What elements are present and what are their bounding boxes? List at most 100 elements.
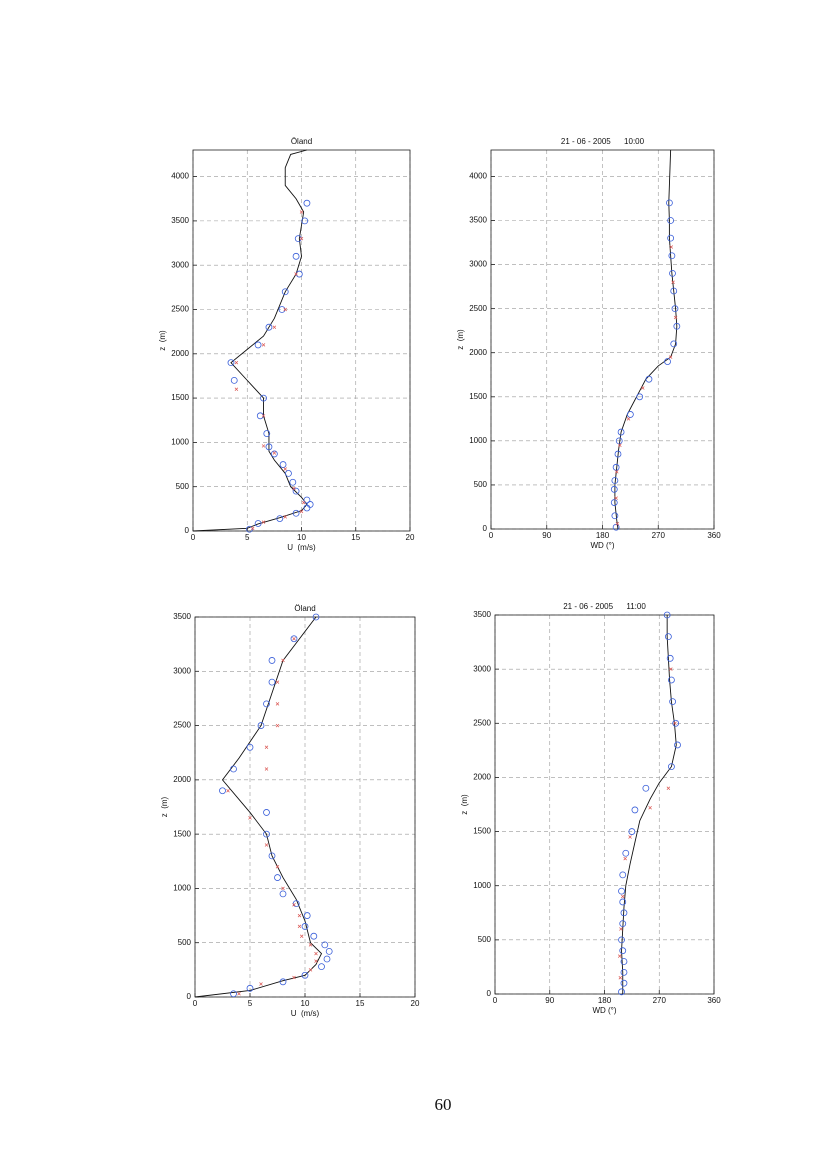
circle-marker (260, 394, 267, 402)
cross-marker (234, 360, 239, 365)
cross-marker (283, 515, 287, 519)
circle-marker (669, 269, 676, 277)
circle-marker (312, 613, 320, 621)
circle-marker (618, 887, 625, 895)
x-tick-label: 10 (297, 533, 306, 542)
cross-marker (314, 951, 318, 956)
cross-marker (264, 745, 269, 750)
circle-marker (668, 763, 675, 770)
circle-marker (664, 633, 672, 641)
circle-marker (290, 635, 298, 643)
chart-title: Öland (294, 604, 315, 613)
cross-marker (250, 526, 255, 531)
circle-marker (670, 287, 678, 295)
x-tick-label: 360 (707, 996, 721, 1005)
y-tick-label: 1500 (173, 829, 191, 838)
circle-marker (620, 958, 628, 965)
cross-marker (264, 767, 269, 771)
circle-marker (631, 806, 639, 814)
circle-marker (303, 199, 311, 207)
y-tick-label: 1500 (473, 827, 491, 836)
circle-marker (619, 947, 627, 955)
circle-marker (268, 678, 276, 686)
cross-marker (308, 943, 313, 947)
circle-marker (254, 520, 262, 527)
y-axis-label: z (m) (456, 329, 465, 350)
cross-marker (281, 886, 285, 891)
cross-marker (261, 520, 266, 524)
cross-marker (272, 325, 277, 329)
cross-marker (666, 786, 671, 791)
y-tick-label: 3000 (171, 260, 189, 269)
plot-frame (194, 616, 416, 998)
circle-marker (263, 809, 270, 816)
cross-marker (275, 864, 280, 869)
circle-marker (325, 948, 333, 955)
circle-marker (620, 909, 628, 917)
cross-marker (226, 788, 230, 793)
cross-marker (281, 658, 285, 663)
circle-marker (642, 784, 650, 792)
circle-marker (285, 470, 292, 477)
cross-marker (261, 343, 266, 347)
y-tick-label: 1000 (469, 436, 487, 445)
x-tick-label: 90 (545, 996, 554, 1005)
x-tick-label: 270 (652, 531, 666, 540)
cross-marker (292, 636, 296, 641)
circle-marker (263, 830, 270, 838)
cross-marker (614, 496, 618, 500)
circle-marker (230, 990, 237, 998)
x-tick-label: 180 (596, 531, 610, 540)
cross-marker (626, 417, 631, 421)
x-tick-label: 20 (406, 533, 415, 542)
y-tick-label: 2500 (473, 718, 491, 727)
circle-marker (270, 450, 278, 458)
y-tick-label: 500 (176, 482, 190, 491)
chart-title: 21 - 06 - 2005 10:00 (561, 137, 645, 146)
y-tick-label: 3500 (171, 216, 189, 225)
x-tick-label: 90 (542, 531, 551, 540)
circle-marker (666, 199, 673, 207)
x-axis-label: U (m/s) (287, 543, 316, 552)
chart: 0 90 180 270 360 0 500 1000 1500 2000 2500 3000 3500… (456, 137, 721, 550)
y-tick-label: 3000 (469, 260, 487, 269)
x-tick-label: 270 (653, 996, 667, 1005)
y-axis-label: z (m) (160, 796, 169, 817)
circle-marker (276, 515, 284, 522)
cross-marker (283, 467, 287, 471)
circle-marker (619, 920, 627, 928)
circle-marker (674, 741, 681, 749)
x-tick-label: 360 (707, 531, 721, 540)
y-tick-label: 2000 (473, 773, 491, 782)
x-tick-label: 0 (191, 533, 196, 542)
circle-marker (303, 496, 311, 504)
cross-marker (292, 486, 296, 491)
x-tick-label: 0 (193, 999, 198, 1008)
x-tick-label: 0 (489, 531, 494, 540)
circle-marker (263, 430, 271, 437)
y-tick-label: 500 (474, 480, 488, 489)
cross-marker (669, 245, 674, 249)
cross-marker (275, 680, 280, 684)
circle-marker (246, 743, 254, 751)
x-tick-label: 5 (248, 999, 253, 1008)
circle-marker (615, 437, 623, 445)
circle-marker (673, 322, 681, 330)
y-tick-label: 4000 (171, 172, 189, 181)
circle-marker (289, 478, 297, 486)
circle-marker (230, 765, 237, 773)
x-axis-label: WD (°) (590, 541, 614, 550)
circle-marker (323, 955, 331, 963)
chart-title: 21 - 06 - 2005 11:00 (563, 602, 646, 611)
plot-frame (192, 149, 411, 532)
cross-marker (297, 913, 302, 918)
circle-marker (619, 871, 627, 879)
circle-marker (279, 978, 287, 986)
y-tick-label: 3500 (469, 216, 487, 225)
circle-marker (612, 523, 620, 531)
cross-marker (617, 954, 622, 958)
y-tick-label: 2000 (173, 775, 191, 784)
x-axis-label: U (m/s) (291, 1009, 320, 1018)
y-tick-label: 4000 (469, 172, 487, 181)
